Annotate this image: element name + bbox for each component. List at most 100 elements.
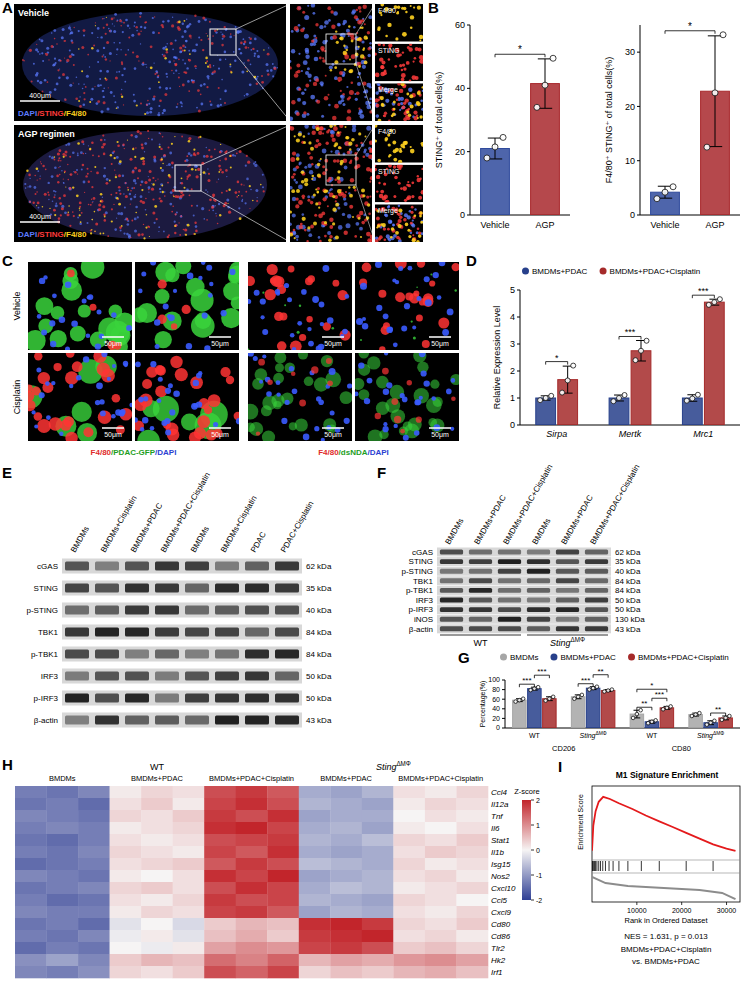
cell bbox=[397, 83, 401, 85]
cell bbox=[87, 168, 89, 170]
cell bbox=[92, 154, 94, 156]
cell bbox=[327, 205, 329, 207]
cell bbox=[407, 229, 410, 232]
cell bbox=[393, 149, 397, 153]
cell bbox=[410, 104, 414, 108]
cell bbox=[90, 204, 92, 206]
cell bbox=[378, 182, 380, 184]
cell bbox=[327, 6, 331, 10]
cell bbox=[72, 402, 92, 422]
cell bbox=[385, 99, 389, 103]
cell bbox=[71, 53, 73, 55]
cell bbox=[162, 112, 164, 114]
cell bbox=[33, 202, 35, 204]
cell bbox=[166, 76, 168, 78]
cell bbox=[309, 170, 313, 174]
cell bbox=[338, 24, 341, 27]
cell bbox=[59, 316, 66, 323]
cell bbox=[257, 197, 258, 198]
cell bbox=[181, 182, 183, 184]
cell bbox=[117, 141, 119, 143]
cell bbox=[147, 100, 149, 102]
cell bbox=[100, 110, 103, 113]
cell bbox=[411, 206, 414, 209]
cell bbox=[208, 179, 211, 182]
cell bbox=[419, 178, 421, 180]
cell bbox=[79, 105, 82, 108]
cell bbox=[218, 68, 220, 70]
cell bbox=[220, 367, 230, 377]
cell bbox=[295, 181, 298, 184]
cell bbox=[315, 23, 318, 26]
cell bbox=[39, 39, 41, 41]
tissue bbox=[23, 131, 267, 239]
cell bbox=[76, 375, 81, 380]
cell bbox=[307, 152, 310, 155]
cell bbox=[409, 80, 412, 82]
cell bbox=[204, 345, 210, 350]
cell bbox=[205, 57, 208, 60]
cell bbox=[267, 73, 269, 75]
cell bbox=[349, 58, 351, 60]
cell bbox=[366, 196, 369, 199]
cell bbox=[195, 43, 198, 46]
cell bbox=[120, 230, 122, 232]
cell bbox=[65, 144, 67, 146]
cell bbox=[92, 219, 94, 221]
image-background bbox=[375, 44, 423, 82]
cell bbox=[114, 101, 116, 103]
cell bbox=[339, 71, 343, 75]
cell bbox=[57, 152, 60, 155]
cell bbox=[148, 176, 149, 177]
cell bbox=[83, 92, 85, 94]
cell bbox=[307, 5, 309, 7]
cell bbox=[92, 201, 93, 202]
cell bbox=[410, 211, 413, 214]
cell bbox=[136, 55, 139, 58]
cell bbox=[202, 49, 204, 51]
cell bbox=[77, 142, 80, 145]
cell bbox=[300, 28, 304, 32]
cell bbox=[213, 196, 215, 198]
cell bbox=[138, 33, 141, 36]
cell bbox=[50, 341, 56, 347]
cell bbox=[198, 37, 200, 39]
cell bbox=[381, 65, 385, 69]
cell bbox=[54, 58, 56, 60]
cell bbox=[93, 353, 106, 363]
cell bbox=[158, 112, 160, 114]
cell bbox=[408, 47, 412, 51]
cell bbox=[340, 162, 343, 165]
cell bbox=[36, 191, 38, 193]
cell bbox=[212, 35, 214, 37]
cell bbox=[54, 194, 56, 196]
cell bbox=[145, 64, 146, 65]
cell bbox=[105, 78, 107, 80]
cell bbox=[133, 94, 135, 96]
cell bbox=[147, 130, 149, 132]
cell bbox=[314, 214, 317, 217]
cell bbox=[261, 81, 264, 84]
cell bbox=[337, 77, 342, 82]
cell bbox=[131, 34, 134, 37]
cell bbox=[195, 225, 198, 228]
cell bbox=[82, 299, 87, 304]
cell bbox=[145, 198, 147, 200]
cell bbox=[206, 147, 207, 148]
cell bbox=[343, 20, 347, 24]
cell bbox=[152, 17, 154, 19]
cell bbox=[411, 195, 414, 198]
cell bbox=[201, 103, 204, 106]
cell bbox=[398, 97, 401, 100]
cell bbox=[318, 142, 322, 146]
micrograph bbox=[14, 4, 286, 121]
cell bbox=[317, 191, 319, 193]
cell bbox=[40, 175, 41, 176]
cell bbox=[98, 411, 112, 425]
cell bbox=[276, 67, 278, 69]
cell bbox=[170, 356, 182, 368]
cell bbox=[236, 31, 239, 34]
cell bbox=[420, 99, 423, 102]
cell bbox=[401, 7, 404, 10]
cell bbox=[120, 25, 122, 27]
